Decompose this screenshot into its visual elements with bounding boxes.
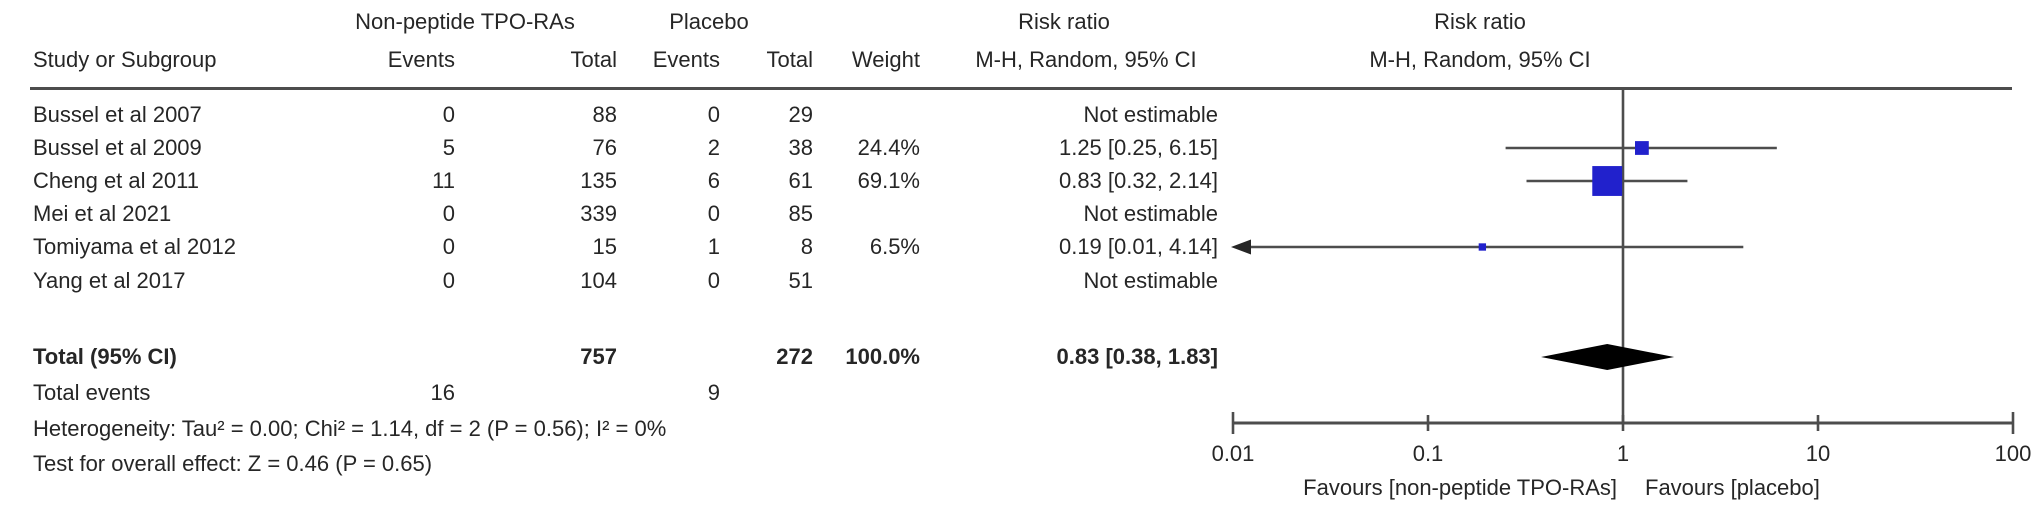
- column-header-weight: Weight: [851, 47, 920, 72]
- events-placebo-value: 0: [707, 201, 720, 226]
- total-tpo-value: 15: [592, 234, 617, 259]
- point-estimate-marker: [1592, 166, 1623, 196]
- risk-ratio-value: Not estimable: [1083, 102, 1218, 127]
- column-header-total-tpo: Total: [570, 47, 617, 72]
- risk-ratio-value: 1.25 [0.25, 6.15]: [1058, 135, 1218, 160]
- favours-left-label: Favours [non-peptide TPO-RAs]: [1303, 475, 1617, 500]
- favours-right-label: Favours [placebo]: [1645, 475, 1820, 500]
- study-name: Bussel et al 2009: [33, 135, 202, 160]
- weight-value: [720, 265, 920, 297]
- events-tpo-value: 0: [442, 201, 455, 226]
- column-group-header-tpo: Non-peptide TPO-RAs: [355, 9, 575, 34]
- total-placebo-value: 61: [788, 168, 813, 193]
- events-tpo-value: 0: [442, 102, 455, 127]
- axis-tick-label: 0.01: [1211, 441, 1255, 466]
- axis-tick-label: 10: [1805, 441, 1831, 466]
- total-risk-ratio: 0.83 [0.38, 1.83]: [1056, 344, 1218, 369]
- weight-value: 69.1%: [857, 168, 920, 193]
- column-group-header-placebo: Placebo: [669, 9, 749, 34]
- risk-ratio-value: 0.83 [0.32, 2.14]: [1058, 168, 1218, 193]
- heterogeneity-text: Heterogeneity: Tau² = 0.00; Chi² = 1.14,…: [33, 416, 667, 441]
- risk-ratio-value: Not estimable: [1083, 201, 1218, 226]
- events-tpo-value: 0: [442, 268, 455, 293]
- events-placebo-value: 0: [707, 268, 720, 293]
- plot-header-risk-ratio: Risk ratio: [1434, 9, 1526, 34]
- axis-tick-label: 0.1: [1412, 441, 1444, 466]
- total-placebo-sum: 272: [776, 344, 813, 369]
- point-estimate-marker: [1635, 141, 1649, 155]
- total-events-placebo: 9: [707, 380, 720, 405]
- overall-effect-text: Test for overall effect: Z = 0.46 (P = 0…: [33, 451, 433, 476]
- column-header-risk-ratio: Risk ratio: [1018, 9, 1110, 34]
- events-tpo-value: 0: [442, 234, 455, 259]
- column-header-events-tpo: Events: [387, 47, 455, 72]
- total-placebo-value: 38: [788, 135, 813, 160]
- total-events-tpo: 16: [430, 380, 455, 405]
- total-tpo-value: 104: [580, 268, 617, 293]
- events-placebo-value: 2: [707, 135, 720, 160]
- total-tpo-value: 339: [580, 201, 617, 226]
- events-tpo-value: 11: [432, 168, 455, 193]
- study-name: Cheng et al 2011: [33, 168, 199, 193]
- total-tpo-value: 135: [580, 168, 617, 193]
- risk-ratio-value: Not estimable: [1083, 268, 1218, 293]
- total-label: Total (95% CI): [33, 344, 177, 369]
- total-placebo-value: 8: [800, 234, 813, 259]
- study-name: Bussel et al 2007: [33, 102, 202, 127]
- plot-header-mh-ci: M-H, Random, 95% CI: [1369, 47, 1591, 72]
- ci-arrowhead: [1231, 239, 1251, 255]
- study-name: Tomiyama et al 2012: [33, 234, 236, 259]
- axis-tick-label: 1: [1616, 441, 1630, 466]
- column-header-total-placebo: Total: [766, 47, 813, 72]
- total-tpo-value: 76: [592, 135, 617, 160]
- total-events-label: Total events: [33, 380, 151, 405]
- weight-value: 24.4%: [857, 135, 920, 160]
- total-tpo-sum: 757: [580, 344, 617, 369]
- total-weight: 100.0%: [845, 344, 920, 369]
- events-placebo-value: 1: [707, 234, 720, 259]
- total-placebo-value: 29: [788, 102, 813, 127]
- weight-value: [720, 99, 920, 131]
- risk-ratio-value: 0.19 [0.01, 4.14]: [1058, 234, 1218, 259]
- events-placebo-value: 6: [707, 168, 720, 193]
- total-placebo-value: 51: [788, 268, 813, 293]
- column-header-events-placebo: Events: [652, 47, 720, 72]
- column-header-study: Study or Subgroup: [33, 47, 217, 72]
- events-placebo-value: 0: [707, 102, 720, 127]
- total-placebo-value: 85: [788, 201, 813, 226]
- column-header-mh-ci: M-H, Random, 95% CI: [975, 47, 1197, 72]
- total-tpo-value: 88: [592, 102, 617, 127]
- events-tpo-value: 5: [442, 135, 455, 160]
- header-divider: [30, 87, 2012, 90]
- study-name: Yang et al 2017: [33, 268, 186, 293]
- point-estimate-marker: [1478, 243, 1487, 251]
- axis-tick-label: 100: [1994, 441, 2032, 466]
- weight-value: [720, 198, 920, 230]
- pooled-diamond: [1541, 344, 1675, 370]
- weight-value: 6.5%: [869, 234, 920, 259]
- study-name: Mei et al 2021: [33, 201, 172, 226]
